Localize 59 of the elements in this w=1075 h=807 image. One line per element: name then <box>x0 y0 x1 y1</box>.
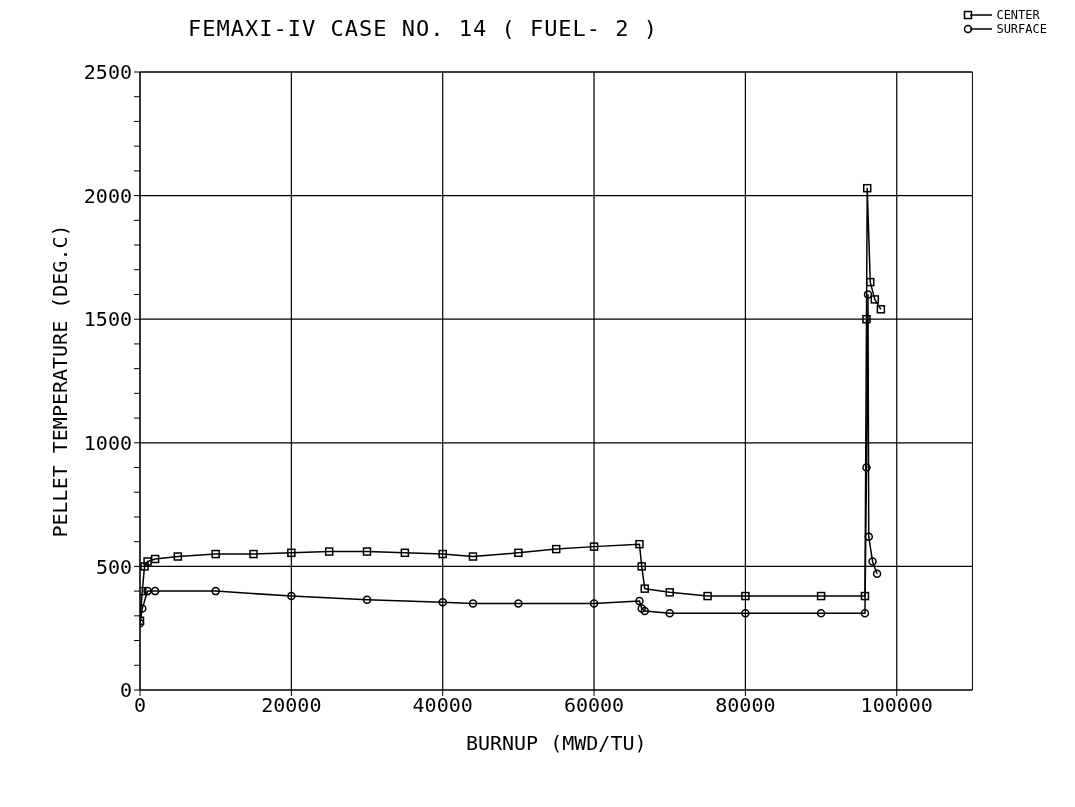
point <box>635 539 644 549</box>
point <box>703 591 712 601</box>
point <box>140 562 149 571</box>
point <box>640 584 649 593</box>
point <box>860 591 870 601</box>
x-axis-title: BURNUP (MWD/TU) <box>465 731 647 755</box>
point <box>150 554 160 564</box>
point <box>287 591 296 601</box>
point <box>589 599 599 608</box>
point <box>876 305 886 314</box>
point <box>872 569 882 579</box>
point <box>665 588 674 597</box>
point <box>862 183 872 193</box>
point <box>866 277 875 287</box>
point <box>287 548 296 558</box>
x-tick-label: 20000 <box>261 693 322 718</box>
point <box>150 586 160 596</box>
point <box>211 549 220 559</box>
x-tick-label: 100000 <box>860 693 933 718</box>
point <box>816 609 826 618</box>
point <box>640 606 649 616</box>
point <box>589 542 599 551</box>
x-tick-label: 40000 <box>412 693 473 718</box>
y-tick-label: 2500 <box>83 60 132 85</box>
point <box>635 596 644 606</box>
y-tick-label: 2000 <box>83 183 132 208</box>
point <box>438 549 447 559</box>
point <box>324 547 334 556</box>
point <box>816 591 826 601</box>
point <box>468 552 478 561</box>
legend-label: SURFACE <box>996 22 1047 36</box>
y-tick-label: 1500 <box>83 307 132 332</box>
chart-title: FEMAXI-IV CASE NO. 14 ( FUEL- 2 ) <box>188 16 659 41</box>
point <box>551 544 561 554</box>
point <box>211 586 220 596</box>
point <box>862 314 871 324</box>
x-tick-label: 80000 <box>715 693 776 718</box>
legend-label: CENTER <box>996 8 1040 22</box>
y-tick-label: 500 <box>95 554 132 579</box>
point <box>143 557 152 566</box>
point <box>438 597 447 607</box>
point <box>868 557 877 566</box>
point <box>637 562 646 571</box>
point <box>860 609 870 618</box>
point <box>665 609 674 618</box>
point <box>400 548 410 558</box>
y-tick-label: 1000 <box>83 430 132 455</box>
point <box>173 552 183 561</box>
y-axis-title: PELLET TEMPERATURE (DEG.C) <box>48 224 73 538</box>
point <box>468 599 478 608</box>
point <box>362 547 372 556</box>
x-tick-label: 60000 <box>563 693 625 718</box>
point <box>870 295 880 304</box>
point <box>249 549 258 559</box>
point <box>362 595 372 605</box>
point <box>863 290 873 299</box>
point <box>514 548 523 558</box>
point <box>514 599 523 608</box>
point <box>741 591 750 601</box>
